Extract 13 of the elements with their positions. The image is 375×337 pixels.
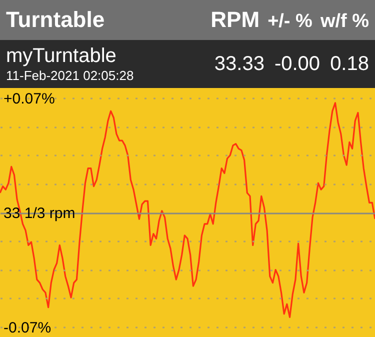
- line-series: [0, 102, 375, 318]
- text: myTurntable: [6, 45, 118, 68]
- y-tick-label: +0.07%: [4, 90, 55, 108]
- y-tick-label: -0.07%: [4, 320, 52, 336]
- text: RPM: [210, 7, 260, 32]
- text: 0.18: [330, 52, 369, 74]
- text: 33.33: [214, 52, 264, 74]
- text: w/f %: [320, 11, 369, 32]
- text: +/- %: [268, 11, 312, 32]
- chart-title: Turntable: [6, 7, 105, 33]
- text: 11-Feb-2021 02:05:28: [6, 68, 134, 83]
- y-tick-label: 33 1/3 rpm: [4, 205, 76, 222]
- text: -0.00: [274, 52, 320, 74]
